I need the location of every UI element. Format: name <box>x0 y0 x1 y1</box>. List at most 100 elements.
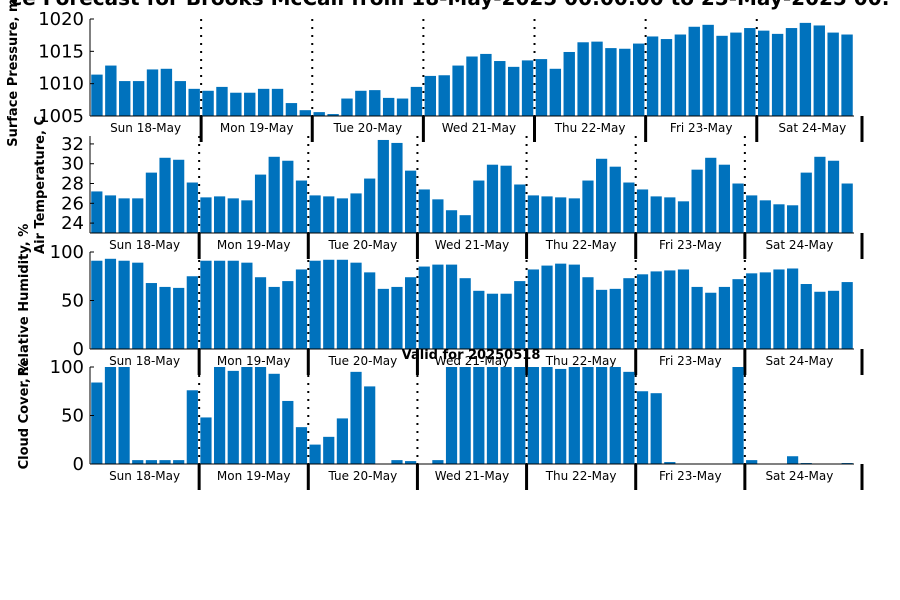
bar <box>160 68 173 116</box>
bar <box>91 74 103 116</box>
bar <box>650 196 662 233</box>
bar <box>732 183 744 233</box>
bar <box>91 191 103 233</box>
bar <box>174 81 186 116</box>
bar <box>369 90 381 116</box>
bar <box>744 28 756 116</box>
bar <box>814 156 826 233</box>
bar <box>118 260 130 349</box>
bar <box>241 200 253 233</box>
bar <box>514 281 526 349</box>
bar <box>596 158 608 233</box>
x-tick-label: Wed 21-May <box>435 354 509 368</box>
bar <box>405 170 417 233</box>
bar <box>132 460 144 464</box>
bar <box>787 205 799 233</box>
bar <box>459 278 471 349</box>
y-tick-label: 100 <box>50 357 84 378</box>
bar <box>577 42 589 116</box>
bar <box>432 199 444 233</box>
bar <box>500 367 512 464</box>
x-tick-label: Sat 24-May <box>765 354 833 368</box>
bar <box>254 367 267 464</box>
bar <box>202 90 214 116</box>
bar <box>309 195 321 233</box>
bar <box>605 48 617 116</box>
bar <box>214 196 226 233</box>
bar <box>268 156 280 233</box>
bar <box>227 370 239 464</box>
x-tick-label: Tue 20-May <box>328 469 398 483</box>
bar <box>813 25 825 116</box>
bar <box>568 264 580 349</box>
bar <box>309 444 321 464</box>
bar <box>313 112 325 116</box>
y-axis-label: Air Temperature, C <box>33 116 48 254</box>
bar <box>473 290 485 349</box>
bar <box>119 81 131 116</box>
bar <box>688 26 700 116</box>
bar <box>514 184 526 233</box>
bar <box>145 460 157 464</box>
figure-title: ce Forecast for Brooks McCall from 18-Ma… <box>10 0 889 10</box>
x-tick-label: Fri 23-May <box>670 121 733 135</box>
bar <box>674 34 687 116</box>
bar <box>473 367 485 464</box>
y-tick-label: 100 <box>50 242 84 263</box>
bar <box>596 367 608 464</box>
bar <box>827 290 840 349</box>
bar <box>716 35 728 117</box>
bar <box>230 92 242 116</box>
x-tick-label: Thu 22-May <box>545 469 617 483</box>
x-tick-label: Sat 24-May <box>765 469 833 483</box>
bar <box>132 262 144 349</box>
bar <box>268 286 280 349</box>
bar <box>295 180 308 233</box>
bar <box>241 262 253 349</box>
y-axis-label: Surface Pressure, mb <box>6 0 21 147</box>
bar <box>480 53 492 116</box>
bar <box>563 51 575 117</box>
bar <box>438 75 450 116</box>
bar <box>285 103 298 116</box>
bar <box>382 97 395 116</box>
bar <box>541 265 553 349</box>
x-tick-label: Tue 20-May <box>328 354 398 368</box>
bar <box>527 195 539 233</box>
x-tick-label: Sun 18-May <box>109 238 180 252</box>
bar <box>118 198 130 233</box>
x-tick-label: Sat 24-May <box>765 238 833 252</box>
bar <box>677 269 690 349</box>
bar <box>323 436 335 464</box>
bar <box>377 139 389 233</box>
bar <box>377 288 389 349</box>
bar <box>636 189 649 233</box>
bar <box>609 166 621 233</box>
bar <box>702 24 714 116</box>
bar <box>459 367 471 464</box>
x-tick-label: Thu 22-May <box>545 238 617 252</box>
bar <box>541 367 553 464</box>
bar <box>159 460 171 464</box>
bar <box>341 98 353 116</box>
bar <box>200 260 212 349</box>
bar <box>582 367 594 464</box>
bar <box>799 22 812 117</box>
x-tick-label: Tue 20-May <box>328 238 398 252</box>
bar <box>664 270 676 349</box>
bar <box>91 260 103 349</box>
bar <box>173 159 185 233</box>
y-tick-label: 50 <box>61 291 84 312</box>
bar <box>591 41 603 116</box>
bar <box>771 33 784 117</box>
bar <box>118 367 130 464</box>
x-tick-label: Mon 19-May <box>217 469 291 483</box>
bar <box>500 165 512 233</box>
bar <box>299 110 311 116</box>
bar <box>732 279 744 349</box>
bar <box>104 258 117 349</box>
bar <box>800 172 812 233</box>
bar <box>364 386 376 464</box>
x-tick-label: Fri 23-May <box>659 354 722 368</box>
